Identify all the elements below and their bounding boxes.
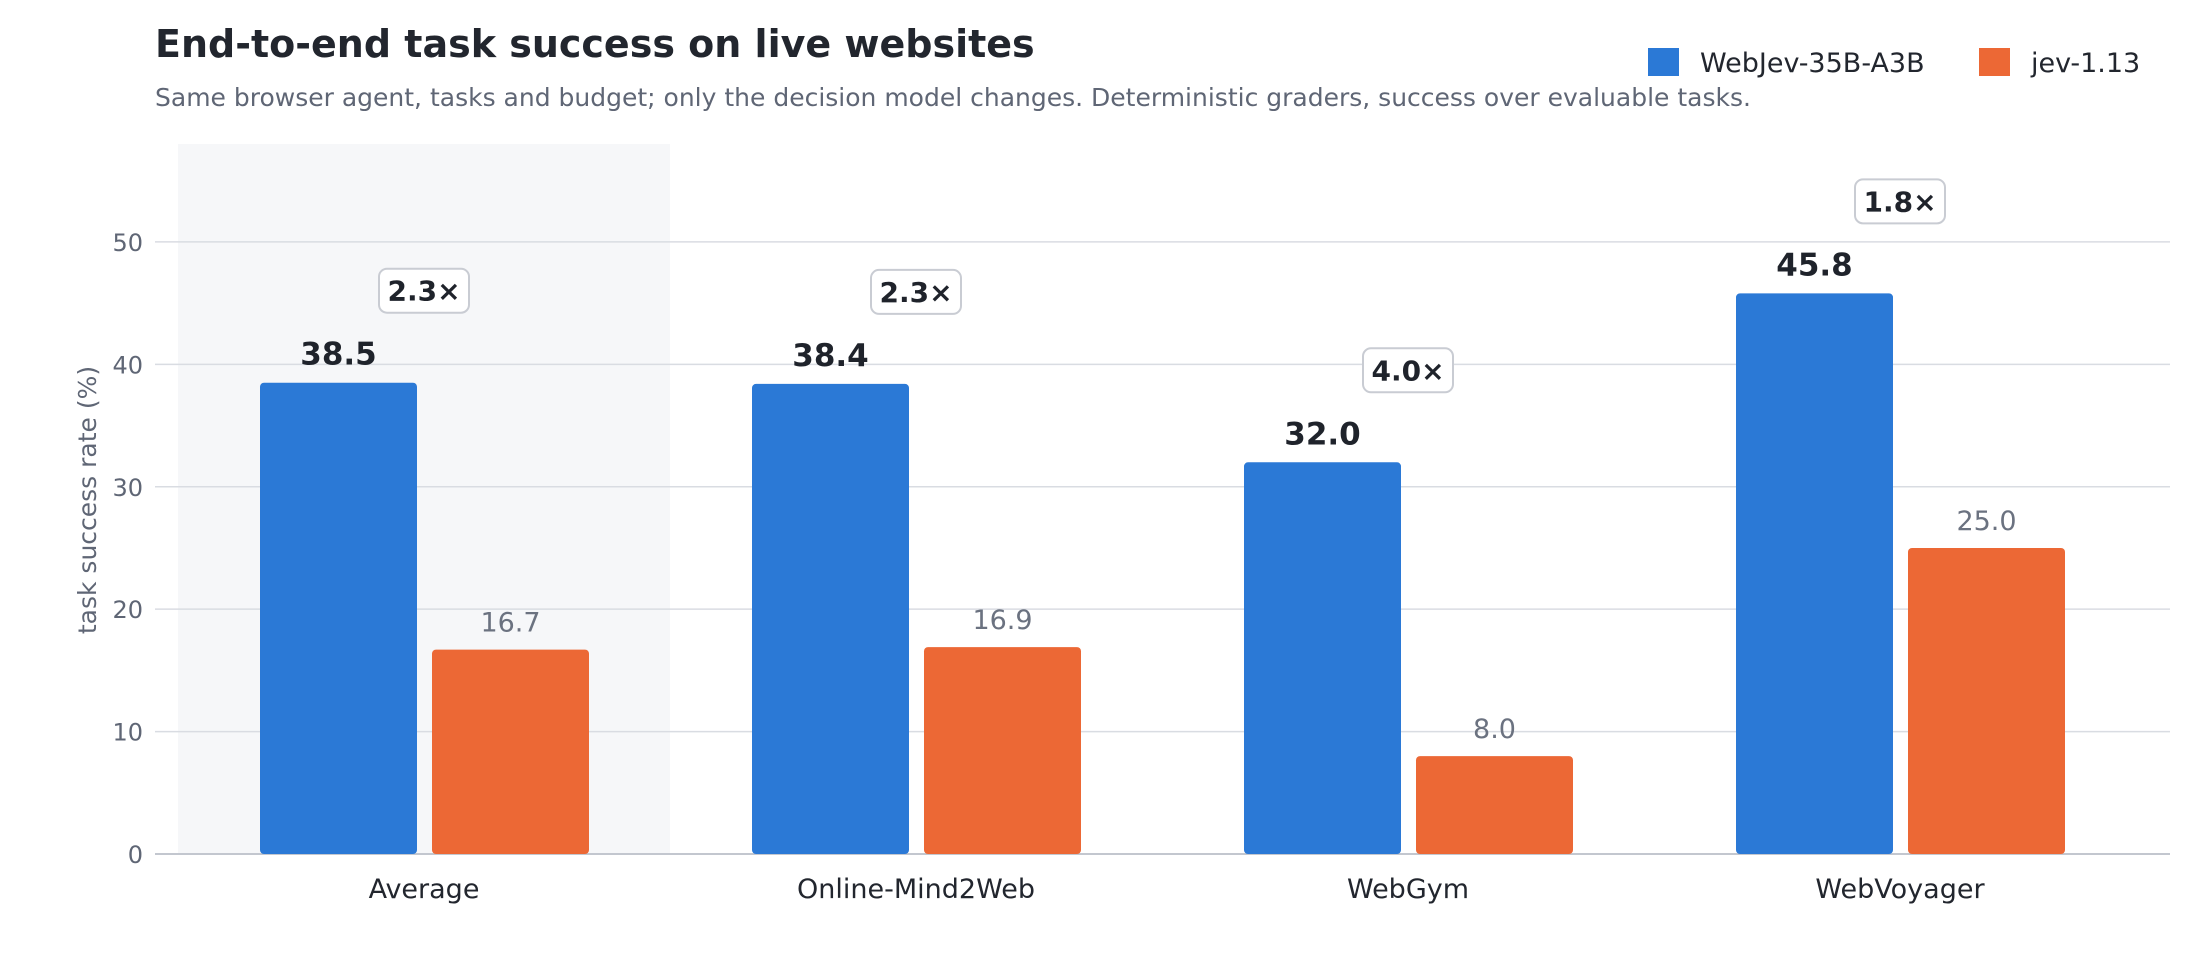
value-label: 8.0 [1473, 714, 1516, 745]
bar-secondary [432, 649, 589, 854]
legend-label: WebJev-35B-A3B [1700, 48, 1925, 79]
ratio-box [1854, 178, 1946, 225]
x-axis: Average Online-Mind2Web WebGym WebVoyager [369, 874, 1986, 905]
legend-item: WebJev-35B-A3B [1648, 48, 1925, 79]
chart-subtitle: Same browser agent, tasks and budget; on… [155, 83, 1751, 112]
highlight-band [178, 144, 670, 854]
chart-title: End-to-end task success on live websites [155, 22, 1035, 66]
ratio-box [378, 267, 470, 314]
ratio-callout: 4.0× [1362, 347, 1454, 394]
legend: WebJev-35B-A3B jev-1.13 [1648, 48, 2140, 79]
ratio-label: 1.8× [1863, 185, 1936, 218]
ratio-labels: 2.3× 2.3× 4.0× 1.8× [378, 178, 1946, 394]
ratio-callout: 2.3× [378, 267, 470, 314]
bar-secondary [1416, 756, 1573, 854]
legend-item: jev-1.13 [1979, 48, 2140, 79]
ratio-label: 4.0× [1371, 354, 1444, 387]
bars [260, 293, 2065, 854]
value-label: 32.0 [1284, 416, 1361, 452]
y-tick-label: 40 [112, 351, 143, 379]
ratio-label: 2.3× [387, 275, 460, 308]
bar-secondary [1908, 547, 2065, 854]
y-tick-label: 0 [128, 841, 143, 869]
y-axis-label: task success rate (%) [73, 366, 102, 634]
value-label: 38.5 [300, 337, 377, 373]
x-tick-label: Average [369, 874, 480, 905]
ratio-label: 2.3× [879, 276, 952, 309]
highlight-layer [178, 144, 670, 854]
y-axis: 0 10 20 30 40 50 [112, 229, 143, 869]
y-tick-label: 30 [112, 474, 143, 502]
value-label: 16.9 [972, 605, 1032, 636]
x-tick-label: Online-Mind2Web [797, 874, 1035, 905]
x-tick-label: WebVoyager [1815, 874, 1985, 905]
value-label: 16.7 [480, 608, 540, 639]
bar-primary [752, 383, 909, 854]
y-tick-label: 50 [112, 229, 143, 257]
ratio-callout: 1.8× [1854, 178, 1946, 225]
ratio-box [1362, 347, 1454, 394]
ratio-callout: 2.3× [870, 268, 962, 315]
bar-secondary [924, 647, 1081, 854]
legend-swatch [1648, 48, 1679, 76]
value-labels: 38.5 16.7 38.4 16.9 32.0 8.0 45.8 25.0 [300, 247, 2016, 745]
value-label: 38.4 [792, 338, 869, 374]
value-label: 45.8 [1776, 247, 1853, 283]
bar-primary [260, 382, 417, 854]
bar-primary [1736, 293, 1893, 854]
ratio-box [870, 268, 962, 315]
legend-label: jev-1.13 [2030, 48, 2140, 79]
y-tick-label: 20 [112, 596, 143, 624]
legend-swatch [1979, 48, 2010, 76]
y-tick-label: 10 [112, 719, 143, 747]
value-label: 25.0 [1956, 506, 2016, 537]
bar-primary [1244, 462, 1401, 854]
x-tick-label: WebGym [1347, 874, 1469, 905]
